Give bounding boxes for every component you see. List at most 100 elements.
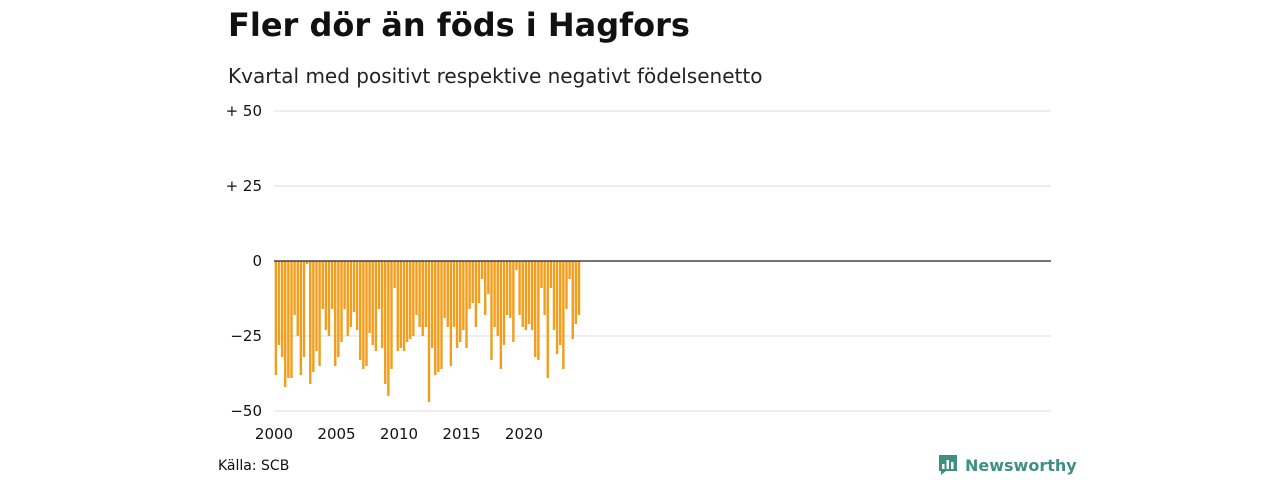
bar (349, 261, 353, 327)
bar (502, 261, 506, 345)
bar (468, 261, 471, 309)
bar (418, 261, 421, 327)
bar (368, 261, 371, 333)
bar (440, 261, 443, 369)
source-note: Källa: SCB (218, 458, 290, 474)
bar (305, 261, 309, 264)
bar (487, 261, 490, 294)
bar (424, 261, 428, 327)
bar (462, 261, 465, 330)
bar (324, 261, 328, 330)
bar (293, 261, 296, 315)
bar (287, 261, 290, 378)
chart-subtitle: Kvartal med positivt respektive negativt… (228, 64, 763, 88)
bar (559, 261, 562, 345)
bar (437, 261, 440, 372)
bar (384, 261, 387, 384)
bar (524, 261, 528, 330)
bar (321, 261, 324, 309)
bar (284, 261, 287, 387)
bar (499, 261, 503, 369)
bar (540, 261, 543, 288)
bar (512, 261, 515, 342)
y-tick-label: −25 (230, 327, 262, 345)
bar (393, 261, 396, 288)
bar (402, 261, 406, 351)
bar (352, 261, 356, 312)
bar (343, 261, 346, 309)
y-tick-label: + 50 (226, 102, 262, 120)
bar (505, 261, 509, 315)
bar (427, 261, 431, 402)
bar (337, 261, 340, 357)
bar (365, 261, 368, 366)
bar (459, 261, 462, 342)
bar (484, 261, 487, 315)
brand-name: Newsworthy (965, 455, 1077, 475)
x-tick-label: 2020 (505, 425, 543, 443)
bar (496, 261, 499, 336)
bar (362, 261, 365, 369)
bar (562, 261, 565, 369)
x-tick-labels: 2000 2005 2010 2015 2020 (255, 425, 543, 443)
bar (415, 261, 418, 315)
bar (405, 261, 409, 342)
bar (421, 261, 424, 336)
bar (480, 261, 484, 279)
y-tick-labels: + 50 + 25 0 −25 −50 (226, 102, 262, 420)
bar (318, 261, 321, 366)
bar (490, 261, 493, 360)
bar (449, 261, 453, 366)
bar (340, 261, 343, 342)
bar (477, 261, 481, 303)
bar (534, 261, 537, 357)
bar (312, 261, 315, 372)
bar (359, 261, 362, 360)
bar (527, 261, 531, 324)
bar (552, 261, 556, 330)
gridlines (274, 110, 1051, 412)
bar (315, 261, 318, 351)
bar (399, 261, 403, 348)
bar (371, 261, 374, 345)
bar (521, 261, 524, 327)
bar (577, 261, 581, 315)
y-tick-label: 0 (252, 252, 262, 270)
bar (465, 261, 468, 348)
x-tick-label: 2000 (255, 425, 293, 443)
bar (334, 261, 337, 366)
bar (290, 261, 293, 378)
bar (430, 261, 434, 348)
bar (555, 261, 559, 354)
chart-title: Fler dör än föds i Hagfors (228, 6, 690, 44)
bar (377, 261, 381, 309)
bar (493, 261, 496, 327)
bar (509, 261, 512, 318)
y-tick-label: −50 (230, 402, 262, 420)
bar (530, 261, 534, 330)
bar (518, 261, 521, 315)
bar (296, 261, 299, 336)
bar (374, 261, 378, 351)
bar (455, 261, 459, 348)
bar (274, 261, 278, 375)
bar (309, 261, 312, 384)
bar (565, 261, 568, 309)
bar (474, 261, 478, 327)
bar (390, 261, 393, 369)
bar (546, 261, 549, 378)
bar (302, 261, 306, 357)
bar (396, 261, 399, 351)
bar (409, 261, 412, 339)
bar (346, 261, 349, 336)
bar (327, 261, 331, 336)
newsworthy-logo-icon (939, 455, 957, 475)
bar (380, 261, 384, 348)
bars (274, 261, 581, 402)
bar (277, 261, 281, 345)
bar (387, 261, 390, 396)
bar (537, 261, 540, 360)
x-tick-label: 2005 (317, 425, 355, 443)
bar (515, 261, 518, 270)
bar (434, 261, 437, 375)
